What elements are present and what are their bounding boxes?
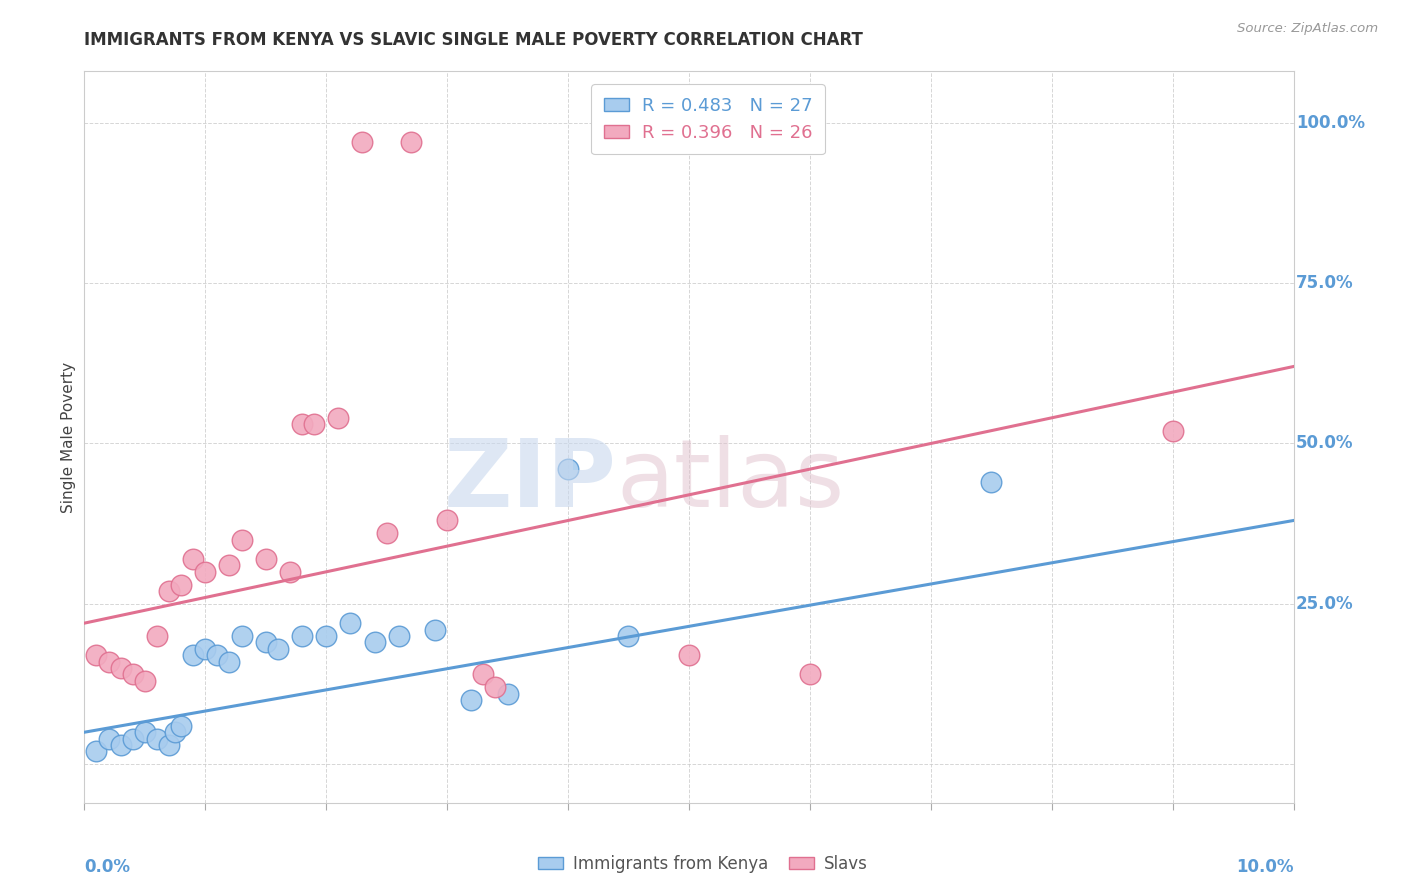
Point <box>678 648 700 663</box>
Point <box>352 135 374 149</box>
Point <box>97 655 120 669</box>
Point <box>194 565 217 579</box>
Point <box>110 738 132 752</box>
Text: 10.0%: 10.0% <box>1236 858 1294 876</box>
Point <box>460 693 482 707</box>
Point <box>157 738 180 752</box>
Point <box>399 135 422 149</box>
Point <box>980 475 1002 489</box>
Point <box>170 577 193 591</box>
Point <box>267 641 290 656</box>
Text: 50.0%: 50.0% <box>1296 434 1354 452</box>
Point <box>557 462 579 476</box>
Point <box>134 725 156 739</box>
Point <box>278 565 301 579</box>
Text: 0.0%: 0.0% <box>84 858 131 876</box>
Point <box>423 623 446 637</box>
Point <box>110 661 132 675</box>
Point <box>291 629 314 643</box>
Point <box>170 719 193 733</box>
Point <box>231 533 253 547</box>
Y-axis label: Single Male Poverty: Single Male Poverty <box>60 361 76 513</box>
Point <box>617 629 640 643</box>
Point <box>315 629 337 643</box>
Point <box>121 667 143 681</box>
Text: 75.0%: 75.0% <box>1296 274 1354 292</box>
Point <box>86 744 108 758</box>
Point <box>218 655 240 669</box>
Point <box>254 552 277 566</box>
Legend: Immigrants from Kenya, Slavs: Immigrants from Kenya, Slavs <box>531 848 875 880</box>
Point <box>146 731 169 746</box>
Point <box>436 514 458 528</box>
Point <box>363 635 385 649</box>
Point <box>339 616 361 631</box>
Point <box>163 725 186 739</box>
Point <box>496 687 519 701</box>
Point <box>207 648 229 663</box>
Point <box>194 641 217 656</box>
Point <box>181 648 204 663</box>
Point <box>375 526 398 541</box>
Text: ZIP: ZIP <box>443 435 616 527</box>
Point <box>799 667 821 681</box>
Point <box>97 731 120 746</box>
Point <box>472 667 495 681</box>
Text: IMMIGRANTS FROM KENYA VS SLAVIC SINGLE MALE POVERTY CORRELATION CHART: IMMIGRANTS FROM KENYA VS SLAVIC SINGLE M… <box>84 31 863 49</box>
Point <box>484 681 506 695</box>
Point <box>121 731 143 746</box>
Point <box>134 673 156 688</box>
Text: 100.0%: 100.0% <box>1296 113 1365 132</box>
Point <box>157 584 180 599</box>
Text: atlas: atlas <box>616 435 845 527</box>
Point <box>328 410 350 425</box>
Point <box>146 629 169 643</box>
Point <box>181 552 204 566</box>
Point <box>291 417 314 432</box>
Point <box>218 558 240 573</box>
Point <box>388 629 411 643</box>
Point <box>254 635 277 649</box>
Legend: R = 0.483   N = 27, R = 0.396   N = 26: R = 0.483 N = 27, R = 0.396 N = 26 <box>591 84 825 154</box>
Point <box>231 629 253 643</box>
Point <box>86 648 108 663</box>
Text: 25.0%: 25.0% <box>1296 595 1354 613</box>
Text: Source: ZipAtlas.com: Source: ZipAtlas.com <box>1237 22 1378 36</box>
Point <box>1161 424 1184 438</box>
Point <box>302 417 325 432</box>
